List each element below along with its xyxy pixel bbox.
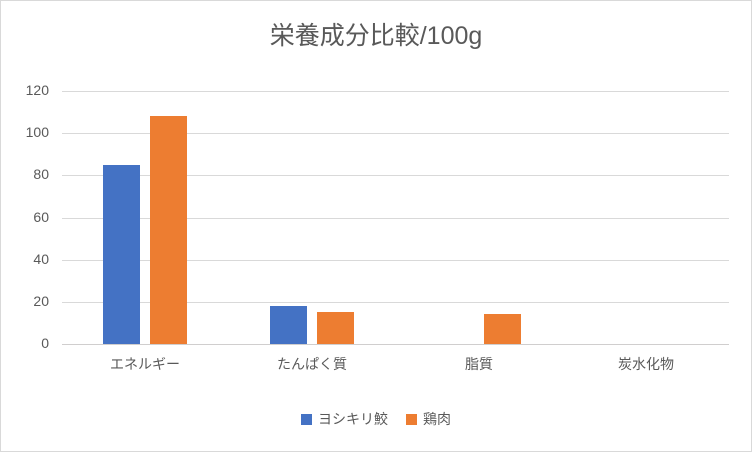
y-axis-tick-label: 60: [33, 209, 49, 225]
bar-ヨシキリ鮫-たんぱく質: [270, 306, 307, 344]
y-axis-tick-label: 40: [33, 251, 49, 267]
legend-item-鶏肉: 鶏肉: [406, 411, 451, 427]
legend-swatch-icon: [406, 413, 417, 425]
gridline: [62, 218, 729, 219]
y-axis-tick-label: 120: [25, 82, 49, 98]
x-axis-category-label: 脂質: [465, 356, 493, 372]
y-axis-tick-label: 0: [41, 335, 49, 351]
y-axis-tick-label: 20: [33, 293, 49, 309]
chart-title: 栄養成分比較/100g: [269, 22, 483, 50]
plot-area: [62, 91, 729, 345]
gridline: [62, 175, 729, 176]
legend-item-ヨシキリ鮫: ヨシキリ鮫: [301, 411, 388, 427]
gridline: [62, 133, 729, 134]
legend-label: 鶏肉: [423, 411, 451, 427]
y-axis-tick-label: 100: [25, 124, 49, 140]
bar-鶏肉-脂質: [484, 314, 521, 344]
legend: ヨシキリ鮫 鶏肉: [1, 411, 751, 427]
gridline: [62, 91, 729, 92]
bar-鶏肉-たんぱく質: [317, 312, 354, 344]
bar-鶏肉-エネルギー: [150, 116, 187, 344]
x-axis-category-label: エネルギー: [110, 356, 180, 372]
legend-swatch-icon: [301, 413, 312, 425]
x-axis-category-label: たんぱく質: [277, 356, 347, 372]
gridline: [62, 302, 729, 303]
legend-label: ヨシキリ鮫: [318, 411, 388, 427]
x-axis-category-label: 炭水化物: [618, 356, 674, 372]
bar-ヨシキリ鮫-エネルギー: [103, 165, 140, 344]
gridline: [62, 260, 729, 261]
y-axis-tick-label: 80: [33, 166, 49, 182]
